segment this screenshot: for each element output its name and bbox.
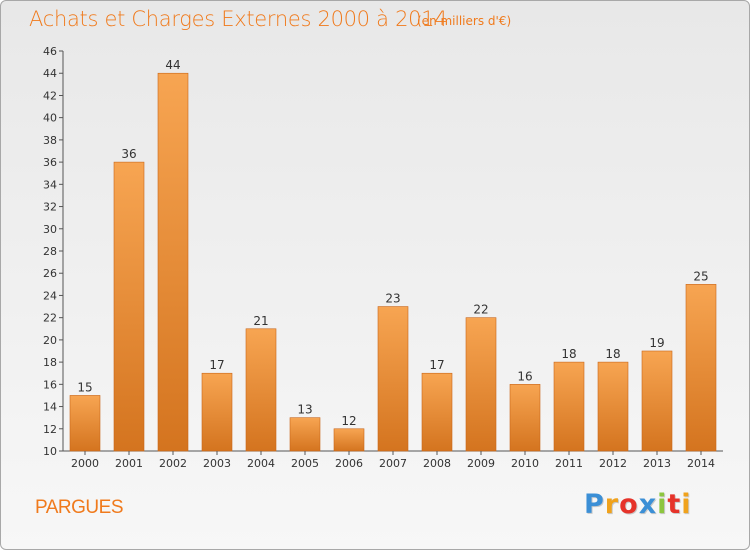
y-tick-label: 12 xyxy=(43,423,57,436)
x-tick-label: 2011 xyxy=(555,457,583,470)
bar xyxy=(641,350,673,452)
x-tick-label: 2004 xyxy=(247,457,275,470)
x-tick-label: 2003 xyxy=(203,457,231,470)
logo-letter: x xyxy=(638,489,658,520)
bar xyxy=(245,328,277,452)
bar xyxy=(685,284,717,452)
logo-letter: i xyxy=(681,489,692,520)
bar xyxy=(333,428,365,452)
y-tick-label: 46 xyxy=(43,45,57,58)
x-tick-label: 2014 xyxy=(687,457,715,470)
y-tick-label: 20 xyxy=(43,334,57,347)
bar xyxy=(289,417,321,452)
bar xyxy=(69,395,101,452)
data-label: 16 xyxy=(517,369,532,383)
y-tick-label: 42 xyxy=(43,89,57,102)
bar xyxy=(377,306,409,452)
proxiti-logo[interactable]: Proxiti xyxy=(584,489,692,520)
data-label: 22 xyxy=(473,303,488,317)
bar xyxy=(113,161,145,452)
data-label: 19 xyxy=(649,336,664,350)
data-label: 21 xyxy=(253,314,268,328)
x-tick-label: 2010 xyxy=(511,457,539,470)
logo-letter: o xyxy=(619,489,639,520)
y-tick-label: 26 xyxy=(43,267,57,280)
x-tick-label: 2013 xyxy=(643,457,671,470)
data-label: 18 xyxy=(605,347,620,361)
y-tick-label: 10 xyxy=(43,445,57,458)
bar xyxy=(421,372,453,452)
y-tick-label: 40 xyxy=(43,112,57,125)
y-tick-label: 36 xyxy=(43,156,57,169)
y-tick-label: 44 xyxy=(43,67,57,80)
bar xyxy=(157,72,189,452)
x-tick-label: 2001 xyxy=(115,457,143,470)
data-label: 15 xyxy=(77,380,92,394)
chart-subtitle: (en milliers d'€) xyxy=(417,14,512,28)
data-label: 23 xyxy=(385,292,400,306)
logo-letter: i xyxy=(657,489,668,520)
y-tick-label: 14 xyxy=(43,401,57,414)
data-label: 13 xyxy=(297,403,312,417)
y-tick-label: 38 xyxy=(43,134,57,147)
y-tick-label: 32 xyxy=(43,201,57,214)
x-tick-label: 2012 xyxy=(599,457,627,470)
data-label: 18 xyxy=(561,347,576,361)
logo-letter: r xyxy=(604,489,620,520)
y-tick-label: 34 xyxy=(43,178,57,191)
y-tick-label: 30 xyxy=(43,223,57,236)
bar xyxy=(465,317,497,452)
bar xyxy=(597,361,629,452)
bar xyxy=(553,361,585,452)
chart-title: Achats et Charges Externes 2000 à 2014 xyxy=(29,7,448,31)
data-label: 36 xyxy=(121,147,136,161)
y-tick-label: 18 xyxy=(43,356,57,369)
y-tick-label: 22 xyxy=(43,312,57,325)
bar xyxy=(509,384,541,452)
x-tick-label: 2000 xyxy=(71,457,99,470)
x-tick-label: 2006 xyxy=(335,457,363,470)
data-label: 44 xyxy=(165,58,180,72)
x-tick-label: 2008 xyxy=(423,457,451,470)
data-label: 17 xyxy=(429,358,444,372)
bar xyxy=(201,372,233,452)
data-label: 17 xyxy=(209,358,224,372)
x-tick-label: 2005 xyxy=(291,457,319,470)
data-label: 12 xyxy=(341,414,356,428)
commune-name: PARGUES xyxy=(35,497,124,518)
y-tick-label: 16 xyxy=(43,378,57,391)
y-tick-label: 24 xyxy=(43,289,57,302)
data-label: 25 xyxy=(693,269,708,283)
logo-letter: P xyxy=(584,489,605,520)
y-tick-label: 28 xyxy=(43,245,57,258)
x-tick-label: 2007 xyxy=(379,457,407,470)
x-tick-label: 2002 xyxy=(159,457,187,470)
x-tick-label: 2009 xyxy=(467,457,495,470)
logo-letter: t xyxy=(667,489,682,520)
